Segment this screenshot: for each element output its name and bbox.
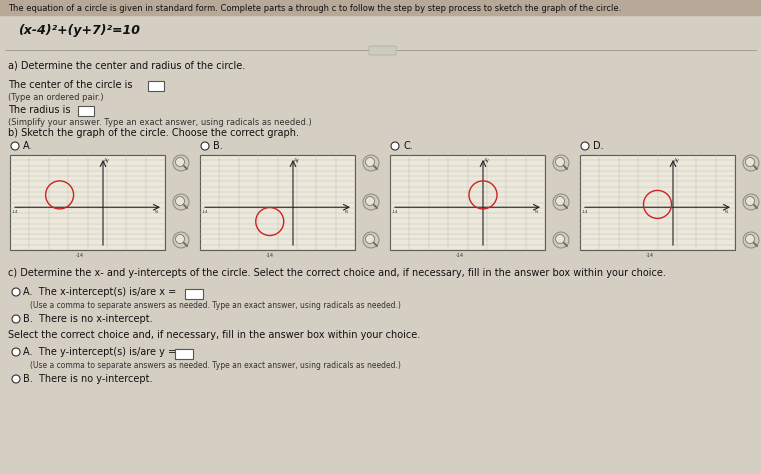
Text: The center of the circle is: The center of the circle is — [8, 80, 132, 90]
Circle shape — [581, 142, 589, 150]
Text: b) Sketch the graph of the circle. Choose the correct graph.: b) Sketch the graph of the circle. Choos… — [8, 128, 299, 138]
Circle shape — [176, 157, 184, 166]
Text: (Use a comma to separate answers as needed. Type an exact answer, using radicals: (Use a comma to separate answers as need… — [30, 361, 401, 370]
Text: Ay: Ay — [484, 158, 490, 163]
Circle shape — [12, 375, 20, 383]
Text: -14: -14 — [12, 210, 18, 214]
Bar — [185, 289, 203, 299]
Circle shape — [365, 235, 374, 244]
Circle shape — [365, 157, 374, 166]
Circle shape — [173, 155, 189, 171]
Text: D.: D. — [593, 141, 603, 151]
Circle shape — [173, 232, 189, 248]
Circle shape — [553, 155, 569, 171]
Circle shape — [176, 197, 184, 206]
Text: Ay: Ay — [294, 158, 300, 163]
Text: c) Determine the x- and y-intercepts of the circle. Select the correct choice an: c) Determine the x- and y-intercepts of … — [8, 268, 666, 278]
Circle shape — [743, 155, 759, 171]
Bar — [580, 155, 735, 250]
Text: -14: -14 — [646, 253, 654, 258]
Bar — [10, 155, 165, 250]
Text: -14: -14 — [202, 210, 209, 214]
Text: N: N — [345, 210, 348, 214]
Text: A.  The x-intercept(s) is/are x =: A. The x-intercept(s) is/are x = — [23, 287, 177, 297]
Circle shape — [12, 288, 20, 296]
Text: B.  There is no x-intercept.: B. There is no x-intercept. — [23, 314, 153, 324]
Bar — [175, 349, 193, 359]
Text: (x-4)²+(y+7)²=10: (x-4)²+(y+7)²=10 — [18, 24, 140, 36]
Circle shape — [391, 142, 399, 150]
Text: N: N — [155, 210, 158, 214]
Text: Select the correct choice and, if necessary, fill in the answer box within your : Select the correct choice and, if necess… — [8, 330, 420, 340]
Circle shape — [11, 142, 19, 150]
Circle shape — [12, 315, 20, 323]
Text: -14: -14 — [456, 253, 463, 258]
Text: C.: C. — [403, 141, 412, 151]
Bar — [200, 155, 355, 250]
FancyBboxPatch shape — [369, 46, 396, 55]
Circle shape — [173, 194, 189, 210]
Text: -14: -14 — [582, 210, 588, 214]
Circle shape — [363, 194, 379, 210]
Circle shape — [365, 197, 374, 206]
Circle shape — [12, 348, 20, 356]
Bar — [78, 106, 94, 116]
Text: B.  There is no y-intercept.: B. There is no y-intercept. — [23, 374, 152, 384]
Circle shape — [746, 235, 754, 244]
Text: -14: -14 — [76, 253, 84, 258]
Circle shape — [556, 157, 565, 166]
Text: N: N — [535, 210, 538, 214]
Text: a) Determine the center and radius of the circle.: a) Determine the center and radius of th… — [8, 60, 245, 70]
Circle shape — [746, 157, 754, 166]
Text: (Use a comma to separate answers as needed. Type an exact answer, using radicals: (Use a comma to separate answers as need… — [30, 301, 401, 310]
Bar — [390, 155, 545, 250]
Text: (Simplify your answer. Type an exact answer, using radicals as needed.): (Simplify your answer. Type an exact ans… — [8, 118, 312, 127]
Text: The radius is: The radius is — [8, 105, 71, 115]
Circle shape — [743, 194, 759, 210]
Bar — [148, 81, 164, 91]
Bar — [0, 0, 761, 15]
Circle shape — [363, 232, 379, 248]
Circle shape — [363, 155, 379, 171]
Text: A.: A. — [23, 141, 33, 151]
Circle shape — [743, 232, 759, 248]
Text: The equation of a circle is given in standard form. Complete parts a through c t: The equation of a circle is given in sta… — [8, 3, 621, 12]
Circle shape — [556, 197, 565, 206]
Text: A.  The y-intercept(s) is/are y =: A. The y-intercept(s) is/are y = — [23, 347, 176, 357]
Text: N: N — [725, 210, 728, 214]
Circle shape — [201, 142, 209, 150]
Circle shape — [553, 232, 569, 248]
Text: Ay: Ay — [674, 158, 680, 163]
Text: B.: B. — [213, 141, 223, 151]
Circle shape — [746, 197, 754, 206]
Circle shape — [176, 235, 184, 244]
Text: -14: -14 — [392, 210, 399, 214]
Text: (Type an ordered pair.): (Type an ordered pair.) — [8, 93, 103, 102]
Circle shape — [556, 235, 565, 244]
Text: -14: -14 — [266, 253, 274, 258]
Text: Ay: Ay — [104, 158, 110, 163]
Circle shape — [553, 194, 569, 210]
